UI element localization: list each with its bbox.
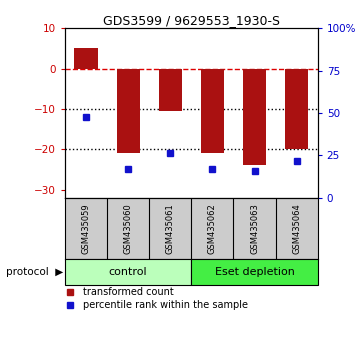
Text: GSM435063: GSM435063 — [250, 203, 259, 254]
Title: GDS3599 / 9629553_1930-S: GDS3599 / 9629553_1930-S — [103, 14, 280, 27]
Bar — [117, 69, 140, 153]
Bar — [191, 259, 318, 285]
Bar — [243, 69, 266, 165]
Text: percentile rank within the sample: percentile rank within the sample — [83, 300, 248, 310]
Bar — [201, 69, 224, 153]
Text: GSM435061: GSM435061 — [166, 203, 175, 254]
Text: transformed count: transformed count — [83, 287, 173, 297]
Bar — [65, 259, 191, 285]
Bar — [159, 69, 182, 111]
Text: GSM435059: GSM435059 — [82, 203, 91, 254]
Bar — [74, 48, 97, 69]
Text: GSM435062: GSM435062 — [208, 203, 217, 254]
Text: GSM435060: GSM435060 — [124, 203, 132, 254]
Text: control: control — [109, 267, 147, 277]
Text: GSM435064: GSM435064 — [292, 203, 301, 254]
Bar — [285, 69, 308, 149]
Text: protocol  ▶: protocol ▶ — [6, 267, 63, 277]
Text: Eset depletion: Eset depletion — [214, 267, 295, 277]
